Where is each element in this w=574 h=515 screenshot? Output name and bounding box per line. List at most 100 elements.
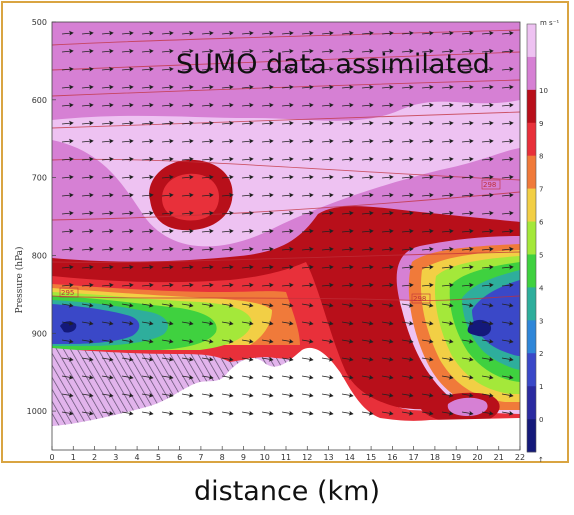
wind-vector-head-69 bbox=[68, 84, 74, 90]
wind-vector-head-363 bbox=[428, 302, 434, 308]
wind-vector-head-53 bbox=[208, 66, 214, 72]
wind-vector-head-33 bbox=[268, 48, 274, 54]
wind-vector-head-438 bbox=[88, 374, 94, 380]
wind-vector-head-189 bbox=[168, 174, 174, 180]
wind-vector-head-270 bbox=[408, 228, 414, 234]
wind-vector-head-17 bbox=[408, 30, 414, 36]
wind-vector-head-504 bbox=[488, 410, 494, 416]
wind-vector-head-106 bbox=[348, 102, 354, 108]
wind-vector-head-93 bbox=[88, 102, 94, 108]
wind-vector-head-132 bbox=[408, 120, 414, 126]
contour-line-2 bbox=[52, 51, 520, 71]
wind-vector-head-375 bbox=[208, 320, 214, 326]
wind-vector-head-255 bbox=[108, 228, 114, 234]
wind-vector-head-222 bbox=[368, 192, 374, 198]
wind-vector-head-256 bbox=[128, 228, 134, 234]
wind-vector-head-492 bbox=[248, 410, 254, 416]
x-tick-label-7: 7 bbox=[198, 453, 203, 462]
wind-vector-head-434 bbox=[468, 356, 474, 362]
wind-vector-head-387 bbox=[448, 320, 454, 326]
wind-vector-head-217 bbox=[268, 192, 274, 198]
wind-vector-head-78 bbox=[248, 84, 254, 90]
wind-vector-head-451 bbox=[348, 374, 354, 380]
wind-vector-head-413 bbox=[508, 338, 514, 344]
wind-vector-head-402 bbox=[288, 338, 294, 344]
wind-vector-head-8 bbox=[228, 30, 234, 36]
wind-vector-head-299 bbox=[68, 264, 74, 270]
wind-vector-head-43 bbox=[468, 48, 474, 54]
wind-vector-head-91 bbox=[508, 84, 514, 90]
wind-vector-head-71 bbox=[108, 84, 114, 90]
wind-vector-head-266 bbox=[328, 228, 334, 234]
wind-vector-head-151 bbox=[328, 138, 334, 144]
wind-vector-head-59 bbox=[328, 66, 334, 72]
wind-vector-head-167 bbox=[188, 156, 194, 162]
wind-vector-head-485 bbox=[108, 410, 114, 416]
wind-vector-head-463 bbox=[128, 392, 134, 398]
wind-vector-head-34 bbox=[288, 48, 294, 54]
wind-vector-head-433 bbox=[448, 356, 454, 362]
wind-vector-head-403 bbox=[308, 338, 314, 344]
wind-vector-head-395 bbox=[148, 338, 154, 344]
wind-vector-head-95 bbox=[128, 102, 134, 108]
wind-vector-head-393 bbox=[108, 338, 114, 344]
wind-vector-head-41 bbox=[428, 48, 434, 54]
wind-vector-head-491 bbox=[228, 410, 234, 416]
wind-vector-head-353 bbox=[228, 302, 234, 308]
wind-vector-head-446 bbox=[248, 374, 254, 380]
wind-vector-head-80 bbox=[288, 84, 294, 90]
wind-vector-head-161 bbox=[68, 156, 74, 162]
wind-vector-head-271 bbox=[428, 228, 434, 234]
colorbar-label-0: 0 bbox=[539, 416, 543, 424]
wind-vector-head-365 bbox=[468, 302, 474, 308]
wind-vector-head-304 bbox=[168, 264, 174, 270]
wind-vector-head-318 bbox=[448, 264, 454, 270]
wind-vector-head-285 bbox=[248, 246, 254, 252]
wind-vector-head-199 bbox=[368, 174, 374, 180]
wind-vector-head-7 bbox=[208, 30, 214, 36]
wind-vector-head-237 bbox=[208, 210, 214, 216]
wind-vector-head-169 bbox=[228, 156, 234, 162]
wind-vector-head-468 bbox=[228, 392, 234, 398]
wind-vector-head-350 bbox=[168, 302, 174, 308]
wind-vector-head-400 bbox=[248, 338, 254, 344]
contour-label-2: 298 bbox=[413, 295, 426, 303]
wind-vector-head-163 bbox=[108, 156, 114, 162]
wind-vector-head-494 bbox=[288, 410, 294, 416]
wind-vector-head-379 bbox=[288, 320, 294, 326]
wind-vector-head-317 bbox=[428, 264, 434, 270]
contour-label-box-2 bbox=[411, 293, 431, 304]
wind-vector-head-471 bbox=[288, 392, 294, 398]
wind-vector-head-439 bbox=[108, 374, 114, 380]
wind-vector-head-45 bbox=[508, 48, 514, 54]
wind-vector-head-339 bbox=[408, 282, 414, 288]
wind-vector-head-107 bbox=[368, 102, 374, 108]
wind-vector-head-212 bbox=[168, 192, 174, 198]
wind-vector-head-26 bbox=[128, 48, 134, 54]
wind-vector-head-476 bbox=[388, 392, 394, 398]
wind-vector-head-449 bbox=[308, 374, 314, 380]
wind-vector-head-138 bbox=[68, 138, 74, 144]
wind-vector-head-378 bbox=[268, 320, 274, 326]
wind-vector-head-458 bbox=[488, 374, 494, 380]
wind-vector-head-240 bbox=[268, 210, 274, 216]
wind-vector-head-424 bbox=[268, 356, 274, 362]
wind-vector-head-420 bbox=[188, 356, 194, 362]
wind-vector-head-389 bbox=[488, 320, 494, 326]
wind-vector-head-81 bbox=[308, 84, 314, 90]
wind-vector-head-74 bbox=[168, 84, 174, 90]
annotation-label: SUMO data assimilated bbox=[176, 49, 490, 80]
wind-vector-head-414 bbox=[68, 356, 74, 362]
wind-vector-head-428 bbox=[348, 356, 354, 362]
wind-vector-head-216 bbox=[248, 192, 254, 198]
wind-vector-head-467 bbox=[208, 392, 214, 398]
x-tick-label-19: 19 bbox=[451, 453, 461, 462]
wind-vector-head-197 bbox=[328, 174, 334, 180]
wind-vector-head-75 bbox=[188, 84, 194, 90]
wind-vector-head-175 bbox=[348, 156, 354, 162]
x-tick-label-2: 2 bbox=[92, 453, 97, 462]
wind-vector-head-241 bbox=[288, 210, 294, 216]
wind-vector-head-252 bbox=[508, 210, 514, 216]
x-tick-label-15: 15 bbox=[366, 453, 376, 462]
wind-vector-head-371 bbox=[128, 320, 134, 326]
